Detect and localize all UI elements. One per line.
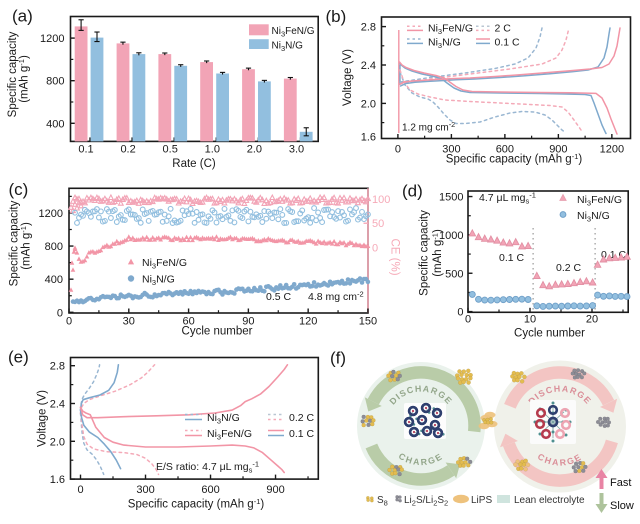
svg-text:2.4: 2.4 (361, 60, 376, 72)
svg-text:Specific capacity: Specific capacity (419, 210, 431, 296)
svg-text:(c): (c) (9, 180, 29, 199)
svg-text:0.2 C: 0.2 C (556, 262, 582, 274)
svg-text:(a): (a) (12, 7, 33, 26)
svg-text:Ni3​N/G: Ni3​N/G (272, 41, 304, 54)
svg-text:500: 500 (445, 268, 463, 280)
svg-text:Ni3​FeN/G: Ni3​FeN/G (207, 428, 252, 442)
svg-text:0.5 C: 0.5 C (266, 291, 292, 303)
svg-text:Ni3​N/G: Ni3​N/G (577, 210, 610, 224)
svg-text:0.2: 0.2 (120, 144, 135, 156)
svg-text:0: 0 (57, 307, 63, 319)
svg-text:0: 0 (395, 144, 401, 156)
svg-text:CE (%): CE (%) (389, 238, 401, 275)
svg-text:Specific capacity (mAh g-1​): Specific capacity (mAh g-1​) (128, 497, 265, 511)
svg-text:Specific capacity: Specific capacity (7, 31, 19, 117)
svg-text:0.1 C: 0.1 C (289, 428, 315, 440)
svg-text:LiPS: LiPS (471, 495, 492, 506)
svg-text:2 C: 2 C (495, 23, 512, 35)
svg-text:2.4: 2.4 (50, 399, 65, 411)
svg-text:Specific capacity (mAh g-1​): Specific capacity (mAh g-1​) (446, 152, 583, 166)
svg-text:(b): (b) (326, 7, 347, 26)
svg-text:0.5: 0.5 (163, 144, 178, 156)
svg-text:Ni3​N/G: Ni3​N/G (207, 412, 240, 426)
svg-text:0: 0 (465, 314, 471, 326)
svg-text:2.8: 2.8 (361, 22, 376, 34)
svg-text:2.0: 2.0 (50, 436, 65, 448)
svg-text:1200: 1200 (39, 208, 63, 220)
svg-text:Cycle number: Cycle number (182, 326, 253, 338)
svg-text:Fast: Fast (610, 477, 631, 489)
svg-text:0: 0 (372, 242, 378, 254)
svg-text:0.1: 0.1 (78, 144, 93, 156)
svg-text:1.2 mg cm-2​: 1.2 mg cm-2​ (402, 120, 455, 134)
svg-text:150: 150 (359, 316, 377, 328)
svg-text:(f): (f) (330, 349, 346, 368)
svg-text:Specific capacity: Specific capacity (9, 200, 21, 286)
svg-text:0: 0 (66, 316, 72, 328)
svg-text:400: 400 (45, 274, 63, 286)
svg-text:E/S ratio: 4.7 μL mgs​-1​: E/S ratio: 4.7 μL mgs​-1​ (156, 460, 259, 475)
svg-text:800: 800 (45, 241, 63, 253)
svg-text:Cycle number: Cycle number (514, 328, 585, 340)
svg-text:900: 900 (266, 484, 284, 496)
svg-text:Voltage (V): Voltage (V) (37, 390, 49, 447)
svg-text:800: 800 (46, 76, 64, 88)
svg-text:Ni3​FeN/G: Ni3​FeN/G (577, 194, 622, 208)
svg-text:2.8: 2.8 (50, 361, 65, 373)
svg-text:Ni3​N/G: Ni3​N/G (142, 274, 175, 288)
svg-text:600: 600 (201, 484, 219, 496)
svg-text:1.6: 1.6 (361, 132, 376, 144)
svg-text:0: 0 (77, 484, 83, 496)
svg-text:4.8 mg cm-2​: 4.8 mg cm-2​ (308, 290, 364, 304)
svg-text:Voltage (V): Voltage (V) (342, 49, 354, 106)
svg-text:1.0: 1.0 (205, 144, 220, 156)
svg-text:2.0: 2.0 (361, 98, 376, 110)
svg-text:30: 30 (123, 316, 135, 328)
svg-text:1200: 1200 (600, 144, 624, 156)
svg-text:Lean electrolyte: Lean electrolyte (514, 495, 585, 506)
svg-text:(d): (d) (402, 182, 423, 201)
svg-text:2.0: 2.0 (247, 144, 262, 156)
svg-text:400: 400 (46, 118, 64, 130)
svg-text:0.1 C: 0.1 C (499, 252, 525, 264)
svg-text:3.0: 3.0 (289, 144, 304, 156)
svg-text:0: 0 (457, 307, 463, 319)
svg-text:100: 100 (372, 194, 390, 206)
svg-text:0.2 C: 0.2 C (289, 412, 315, 424)
svg-text:300: 300 (136, 484, 154, 496)
svg-text:1.6: 1.6 (50, 474, 65, 486)
svg-text:Ni3​FeN/G: Ni3​FeN/G (428, 23, 473, 37)
svg-text:(e): (e) (8, 348, 29, 367)
svg-text:Ni3​FeN/G: Ni3​FeN/G (272, 26, 315, 39)
svg-text:50: 50 (372, 218, 384, 230)
svg-text:Ni3​N/G: Ni3​N/G (428, 37, 461, 51)
svg-text:20: 20 (586, 314, 598, 326)
svg-text:Rate (C): Rate (C) (172, 158, 216, 170)
svg-text:Slow: Slow (610, 500, 634, 512)
svg-text:10: 10 (524, 314, 536, 326)
svg-text:1500: 1500 (439, 192, 463, 204)
svg-text:120: 120 (299, 316, 317, 328)
svg-text:Li2​S/Li2​S2​: Li2​S/Li2​S2​ (404, 495, 448, 508)
svg-text:Ni3​FeN/G: Ni3​FeN/G (142, 257, 187, 271)
svg-text:0.1 C: 0.1 C (495, 37, 521, 49)
svg-text:1200: 1200 (40, 33, 64, 45)
